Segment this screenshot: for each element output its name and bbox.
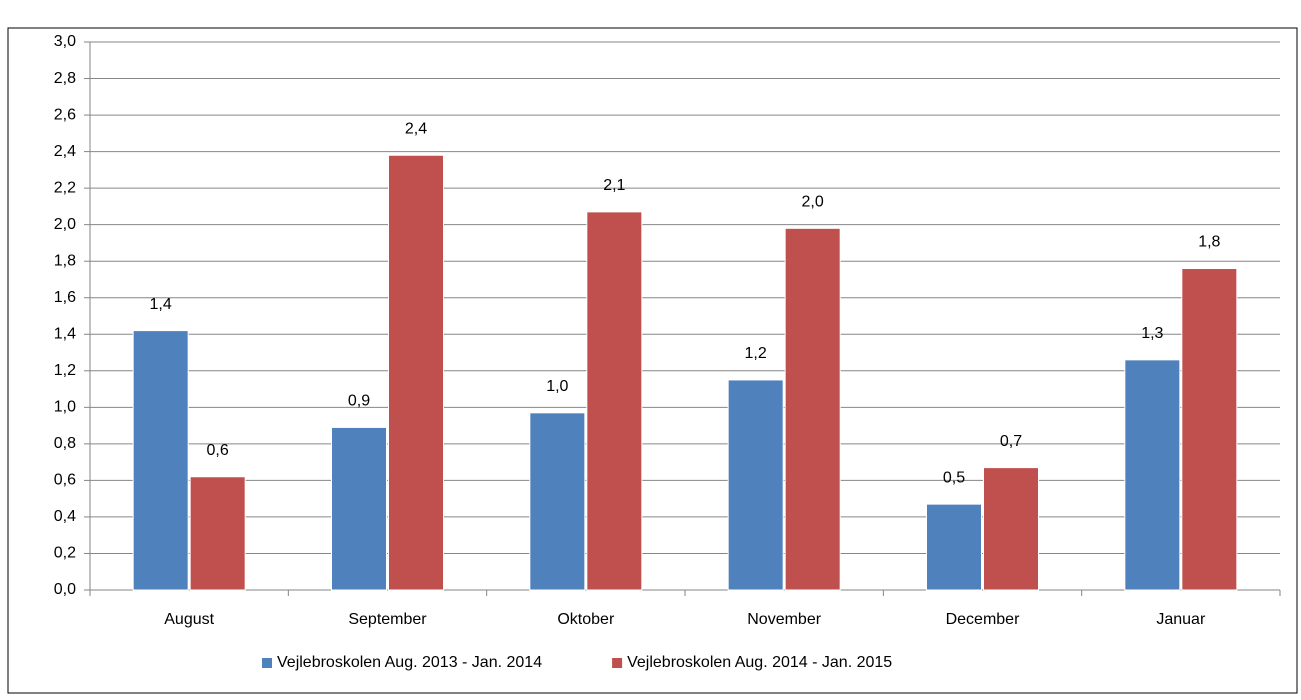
x-tick-label: Januar: [1156, 611, 1206, 628]
y-tick-label: 2,0: [54, 216, 76, 233]
legend-swatch: [262, 658, 272, 668]
y-tick-label: 1,8: [54, 252, 76, 269]
y-tick-label: 1,2: [54, 362, 76, 379]
bar: [727, 379, 784, 591]
bar: [586, 211, 643, 591]
bar: [529, 412, 586, 591]
x-tick-label: December: [946, 611, 1020, 628]
bar: [926, 503, 982, 591]
value-label: 1,0: [546, 378, 568, 395]
bar: [132, 330, 189, 591]
y-tick-label: 1,0: [54, 399, 76, 416]
y-tick-label: 1,4: [54, 325, 76, 342]
chart-frame: [7, 27, 1298, 694]
y-tick-label: 0,8: [54, 435, 76, 452]
y-tick-label: 0,6: [54, 472, 76, 489]
y-tick-label: 0,4: [54, 508, 76, 525]
value-label: 0,5: [943, 469, 965, 486]
value-label: 0,7: [1000, 433, 1022, 450]
legend-swatch: [612, 658, 623, 668]
y-tick-label: 2,4: [54, 143, 76, 160]
value-label: 1,3: [1141, 325, 1163, 342]
y-tick-label: 0,0: [54, 581, 76, 598]
value-label: 0,6: [207, 442, 229, 459]
bar: [331, 426, 387, 591]
x-tick-label: Oktober: [557, 611, 615, 628]
x-tick-label: November: [747, 611, 821, 628]
value-label: 2,4: [405, 120, 427, 137]
value-label: 1,2: [745, 345, 767, 362]
y-tick-label: 2,8: [54, 70, 76, 87]
value-label: 1,4: [150, 296, 172, 313]
bar: [983, 467, 1039, 591]
bar: [388, 154, 444, 591]
x-tick-label: August: [164, 611, 214, 628]
bar: [784, 227, 841, 591]
value-label: 2,1: [603, 177, 625, 194]
y-tick-label: 2,6: [54, 106, 76, 123]
y-tick-label: 1,6: [54, 289, 76, 306]
bar: [1124, 359, 1181, 591]
x-tick-label: September: [348, 611, 427, 628]
value-label: 2,0: [802, 194, 824, 211]
legend-label: Vejlebroskolen Aug. 2013 - Jan. 2014: [277, 654, 542, 671]
value-label: 1,8: [1198, 234, 1220, 251]
legend-label: Vejlebroskolen Aug. 2014 - Jan. 2015: [627, 654, 892, 671]
y-tick-label: 0,2: [54, 545, 76, 562]
bar: [189, 476, 246, 591]
value-label: 0,9: [348, 393, 370, 410]
y-tick-label: 3,0: [54, 33, 76, 50]
bar: [1181, 268, 1238, 591]
y-tick-label: 2,2: [54, 179, 76, 196]
